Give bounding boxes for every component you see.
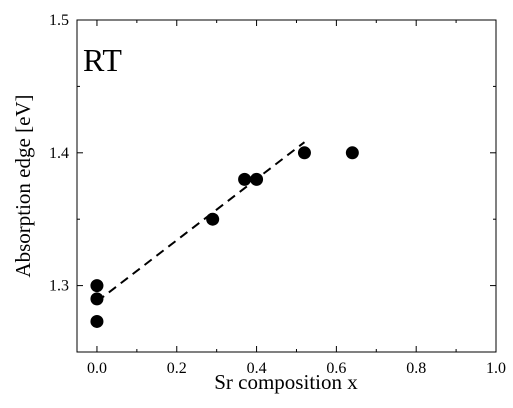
data-point	[90, 314, 104, 328]
y-tick-label: 1.3	[49, 278, 69, 295]
data-point	[345, 146, 359, 160]
x-tick-label: 0.2	[167, 360, 187, 377]
x-tick-label: 0.4	[247, 360, 267, 377]
fit-line	[96, 141, 306, 303]
x-tick-label: 0.6	[326, 360, 346, 377]
x-axis-label: Sr composition x	[214, 370, 358, 394]
x-tick-label: 0.0	[87, 360, 107, 377]
data-point	[238, 172, 252, 186]
data-points	[90, 146, 359, 328]
data-point	[90, 279, 104, 293]
fit-line-group	[96, 141, 306, 303]
x-tick-label: 0.8	[406, 360, 426, 377]
data-point	[90, 292, 104, 306]
y-axis-label: Absorption edge [eV]	[11, 94, 35, 277]
plot-frame	[76, 19, 497, 353]
y-axis-ticks: 1.3 1.4 1.5	[49, 12, 496, 295]
y-tick-label: 1.5	[49, 12, 69, 29]
x-axis-ticks: 0.0 0.2 0.4 0.6 0.8 1.0	[87, 20, 506, 377]
data-point	[206, 212, 220, 226]
data-point	[297, 146, 311, 160]
x-tick-label: 1.0	[486, 360, 506, 377]
data-point	[250, 172, 264, 186]
annotation-rt: RT	[83, 42, 122, 78]
y-tick-label: 1.4	[49, 145, 69, 162]
